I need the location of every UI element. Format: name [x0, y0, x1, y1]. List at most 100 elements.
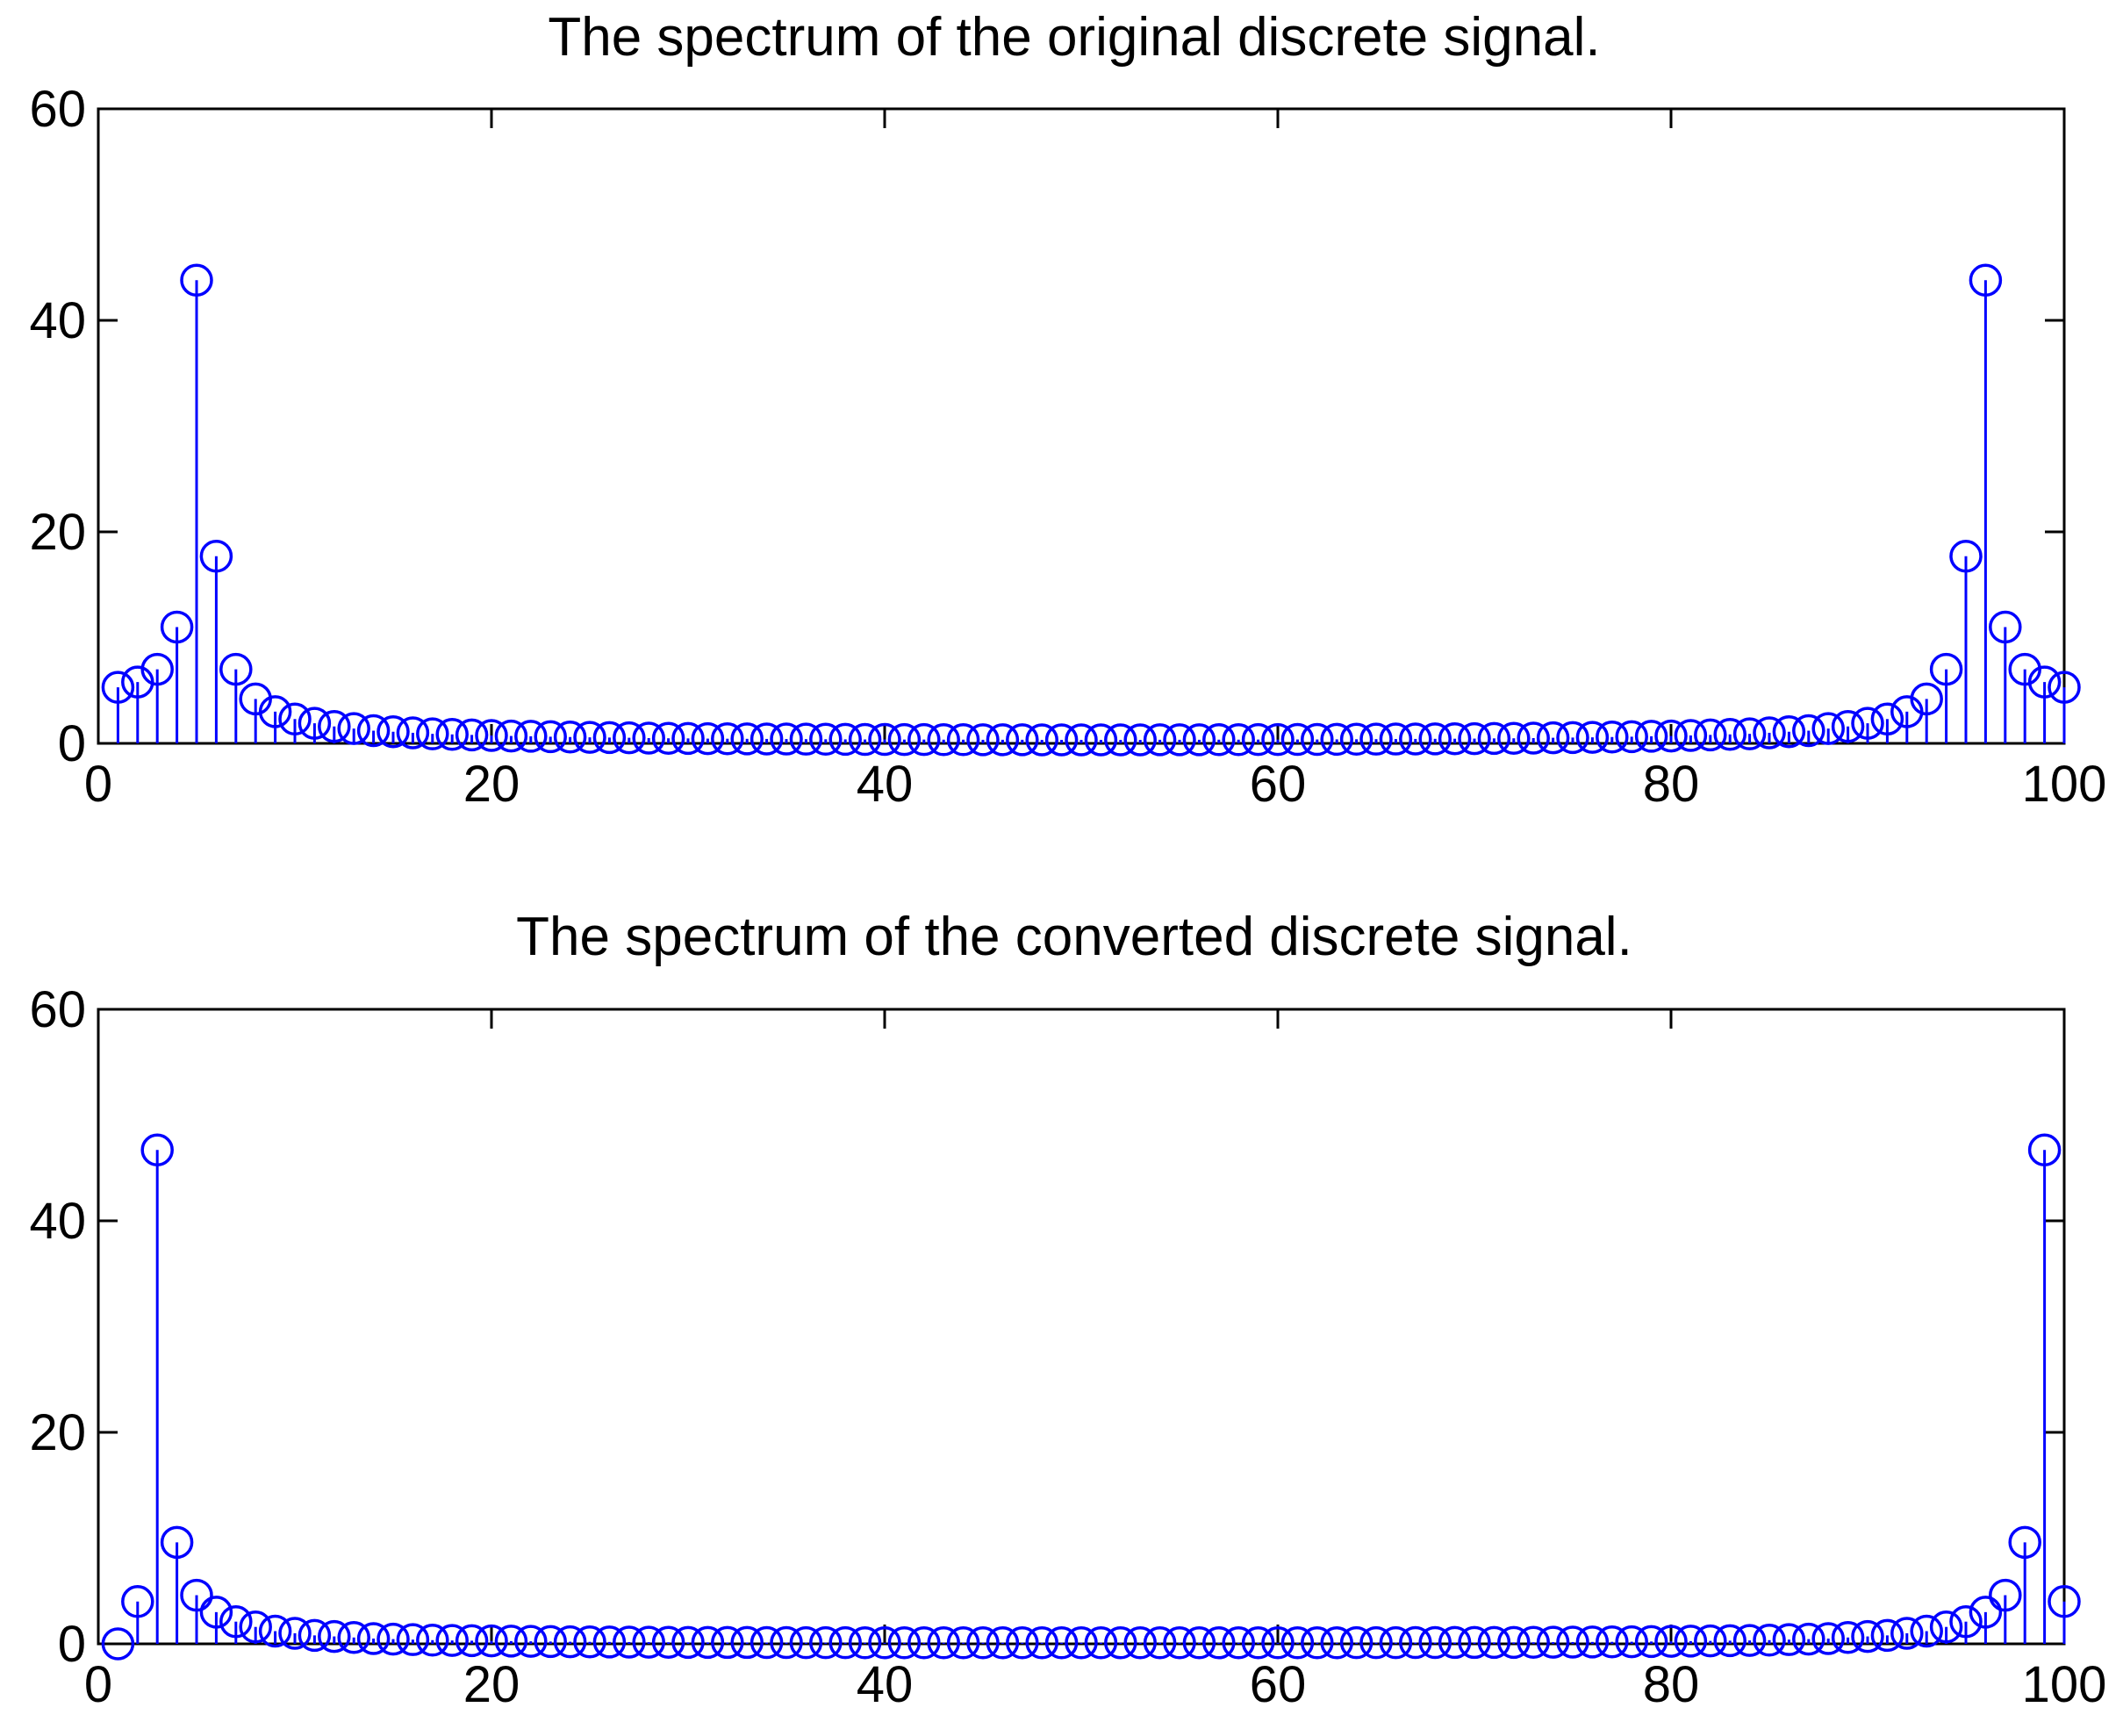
stem-marker	[1359, 1625, 1393, 1660]
stem-marker	[160, 1525, 194, 1560]
y-tick-label: 0	[58, 715, 86, 772]
stem-marker	[809, 722, 843, 757]
stem-marker	[848, 1626, 882, 1660]
stem-marker	[1339, 1625, 1373, 1660]
x-tick-label: 80	[1643, 1656, 1700, 1713]
stem-marker	[1065, 723, 1098, 757]
stem-marker	[1989, 1578, 2022, 1612]
stem-marker	[1104, 723, 1137, 757]
stem-marker	[1949, 539, 1983, 573]
stem-marker	[121, 1585, 154, 1618]
stem-marker	[1969, 263, 2003, 297]
stem-marker	[475, 719, 508, 752]
stem-marker	[868, 1626, 901, 1660]
stem-marker	[1222, 723, 1255, 757]
x-tick-label: 0	[84, 756, 112, 813]
stem-marker	[848, 722, 882, 757]
stem-marker	[1104, 1626, 1137, 1660]
stem-marker	[946, 723, 980, 757]
stem-marker	[1949, 1604, 1983, 1639]
stem-marker	[1792, 714, 1825, 748]
stem-marker	[1418, 1625, 1452, 1660]
stem-marker	[1615, 720, 1648, 754]
stem-marker	[691, 721, 725, 756]
stem-marker	[1910, 682, 1943, 716]
stem-marker	[337, 712, 370, 745]
stem-marker	[356, 1622, 391, 1655]
stem-marker	[1870, 1618, 1904, 1653]
stem-marker	[711, 1625, 744, 1660]
stem-marker	[140, 652, 174, 686]
stem-marker	[2027, 1133, 2062, 1167]
stem-marker	[1379, 1625, 1413, 1660]
y-tick-label: 20	[29, 1404, 86, 1461]
stem-marker	[1044, 723, 1079, 757]
stem-marker	[2048, 671, 2081, 704]
stem-marker	[750, 722, 784, 756]
stem-marker	[966, 723, 1000, 757]
stem-marker	[1596, 1625, 1629, 1659]
stem-marker	[494, 719, 528, 753]
stem-marker	[1517, 721, 1550, 755]
stem-marker	[1182, 1626, 1216, 1660]
stem-marker	[927, 723, 960, 757]
stem-marker	[1536, 721, 1570, 755]
stem-marker	[475, 1624, 508, 1658]
stem-marker	[1732, 1624, 1767, 1657]
stem-marker	[101, 671, 135, 704]
stem-marker	[278, 702, 312, 736]
stem-marker	[927, 1626, 960, 1660]
stem-marker	[1713, 1624, 1746, 1658]
stem-marker	[789, 722, 823, 756]
stem-marker	[651, 1625, 685, 1659]
stem-marker	[1044, 1626, 1079, 1660]
stem-marker	[1261, 722, 1295, 757]
stem-marker	[1084, 723, 1118, 757]
stem-marker	[671, 721, 705, 756]
stem-marker	[318, 1619, 351, 1654]
stem-marker	[1477, 1625, 1511, 1660]
axis-ticks	[97, 1008, 2066, 1646]
stem-marker	[396, 716, 430, 750]
stem-marker	[946, 1626, 980, 1660]
stem-marker	[1339, 722, 1373, 757]
stem-marker	[534, 720, 567, 754]
y-tick-labels: 0 20 40 60	[29, 981, 86, 1673]
y-tick-label: 40	[29, 292, 86, 349]
y-tick-labels: 0 20 40 60	[29, 81, 86, 772]
stem-marker	[1438, 721, 1472, 756]
stem-marker	[1890, 1617, 1924, 1650]
panel-converted-spectrum: The spectrum of the converted discrete s…	[29, 907, 2106, 1713]
stem-marker	[1163, 723, 1196, 757]
stem-marker	[1772, 714, 1806, 749]
stem-marker	[1989, 610, 2022, 644]
stem-marker	[101, 1627, 135, 1661]
stem-marker	[298, 1618, 332, 1653]
stem-marker	[1280, 722, 1315, 757]
x-tick-label: 0	[84, 1656, 112, 1713]
stem-marker	[455, 1624, 489, 1658]
stem-marker	[1517, 1625, 1550, 1659]
stem-marker	[1694, 1624, 1727, 1658]
stem-marker	[1654, 719, 1688, 753]
stem-marker	[219, 1604, 253, 1639]
stem-marker	[770, 1625, 803, 1660]
stem-marker	[1065, 1626, 1098, 1660]
stem-marker	[986, 1626, 1020, 1660]
stem-marker	[632, 1625, 665, 1659]
stem-marker	[1575, 1625, 1610, 1659]
stem-marker	[1851, 1619, 1884, 1654]
stem-marker	[318, 709, 351, 743]
stem-marker	[435, 1624, 469, 1657]
stem-marker	[1399, 722, 1432, 756]
stem-marker	[868, 722, 901, 757]
stem-marker	[1713, 718, 1746, 751]
stem-marker	[1202, 723, 1236, 757]
stem-marker	[1359, 722, 1393, 756]
stem-marker	[711, 721, 744, 756]
stem-marker	[828, 722, 862, 757]
stem-marker	[219, 652, 253, 686]
stem-marker	[1811, 712, 1845, 745]
